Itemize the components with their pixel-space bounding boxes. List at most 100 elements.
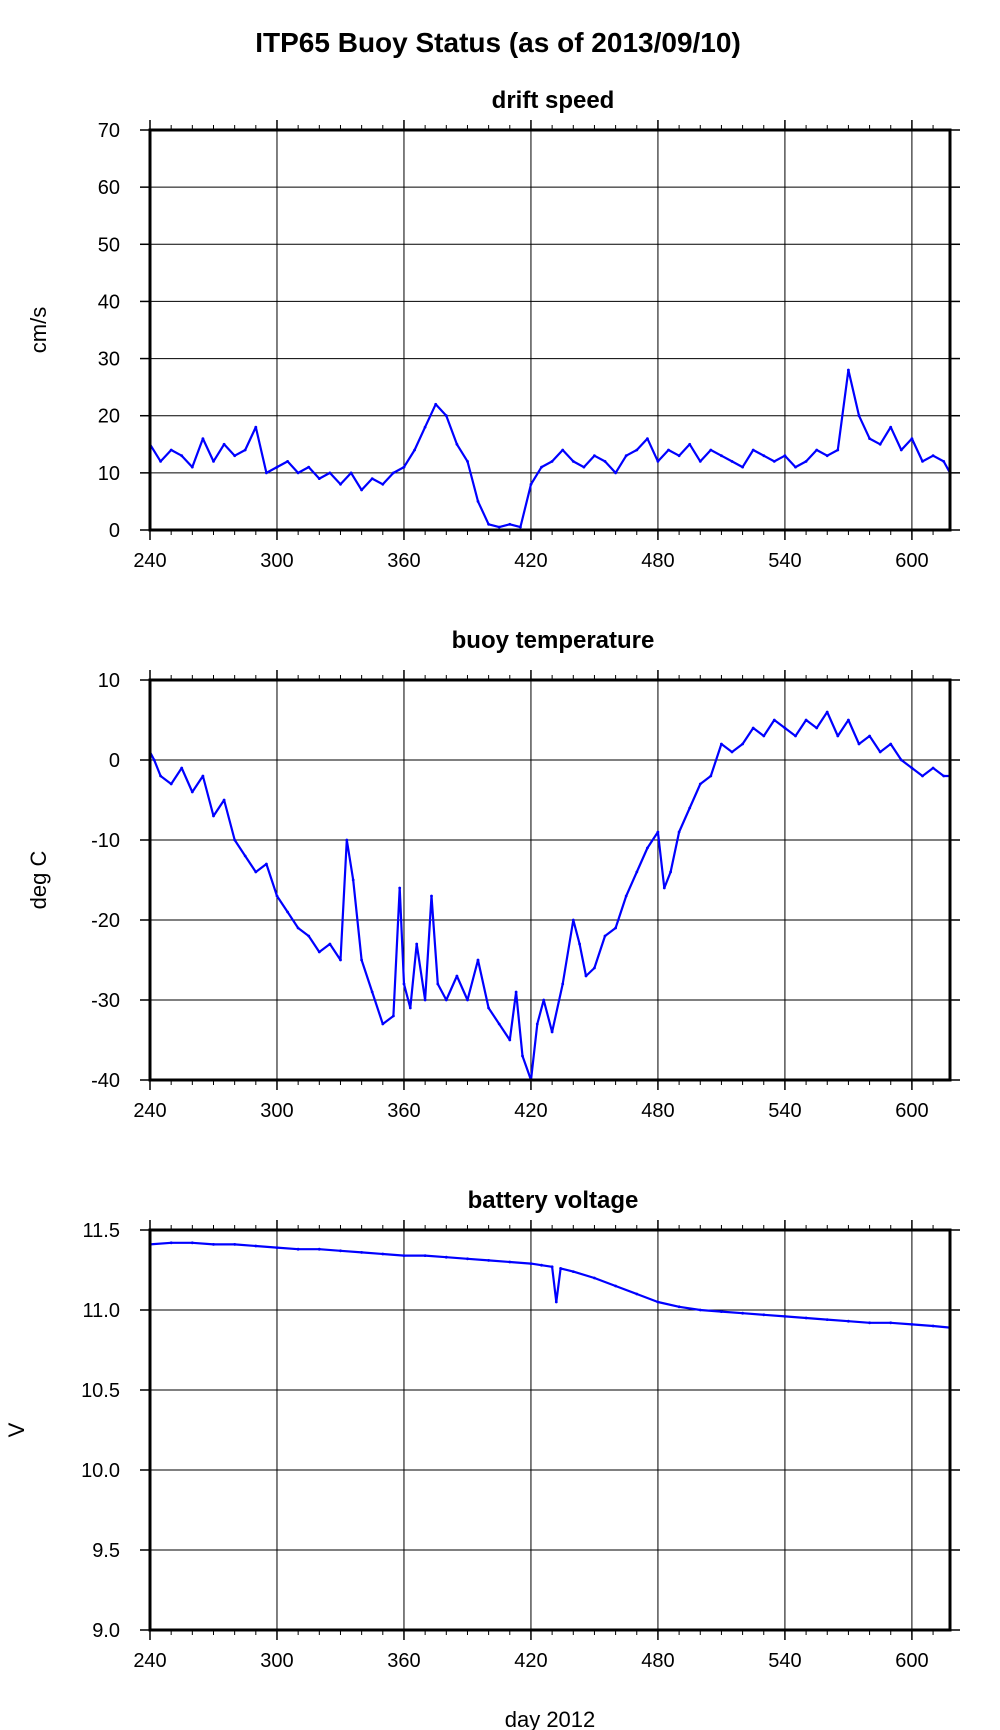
y-tick-label: 9.5	[92, 1540, 120, 1562]
x-tick-label: 360	[387, 1650, 420, 1672]
x-tick-label: 240	[133, 1650, 166, 1672]
data-point	[762, 734, 766, 738]
data-point	[360, 1251, 363, 1254]
data-point	[698, 1308, 702, 1312]
data-point	[825, 1318, 829, 1321]
plot-frame	[148, 128, 952, 532]
data-point	[349, 471, 353, 475]
data-point	[741, 742, 744, 746]
data-point	[540, 1263, 543, 1267]
y-axis-label: deg C	[26, 851, 51, 910]
data-point	[381, 1252, 385, 1256]
data-point	[899, 448, 903, 452]
data-point	[317, 477, 321, 480]
data-point	[868, 1321, 871, 1325]
data-point	[212, 1243, 215, 1246]
x-tick-label: 600	[895, 1650, 928, 1672]
y-tick-label: 50	[98, 234, 120, 256]
data-point	[243, 854, 247, 858]
data-point	[296, 1247, 300, 1251]
data-point	[815, 726, 819, 730]
plot-frame	[148, 1228, 952, 1632]
data-point	[519, 525, 522, 529]
y-tick-label: -40	[91, 1070, 120, 1092]
data-point	[741, 1311, 744, 1315]
data-point	[688, 442, 692, 446]
data-point	[392, 471, 395, 475]
data-point	[212, 460, 215, 463]
data-point	[265, 862, 268, 866]
data-point	[836, 448, 840, 452]
data-point	[624, 454, 628, 458]
data-point	[762, 454, 766, 458]
plot-frame	[148, 678, 952, 1082]
y-tick-label: 10.0	[81, 1460, 120, 1482]
data-point	[836, 734, 840, 738]
x-tick-label: 480	[641, 1100, 674, 1122]
data-point	[889, 742, 893, 746]
data-point	[381, 482, 385, 486]
data-point	[868, 437, 871, 440]
x-tick-label: 420	[514, 550, 547, 572]
x-tick-label: 540	[768, 550, 801, 572]
y-tick-label: -30	[91, 990, 120, 1012]
data-point	[275, 1246, 279, 1249]
data-point	[466, 998, 469, 1002]
data-point	[201, 437, 205, 440]
data-point	[825, 454, 829, 458]
data-point	[669, 870, 672, 874]
data-point	[762, 1313, 766, 1317]
data-point	[159, 774, 163, 778]
data-point	[720, 1310, 723, 1313]
data-point	[392, 1014, 395, 1018]
data-point	[603, 460, 607, 463]
data-point	[190, 1241, 194, 1245]
data-point	[804, 1316, 808, 1320]
data-point	[514, 990, 518, 994]
data-point	[423, 998, 427, 1002]
data-point	[444, 1255, 448, 1259]
x-tick-label: 240	[133, 550, 166, 572]
data-point	[345, 838, 349, 842]
data-point	[593, 454, 596, 458]
data-point	[772, 718, 776, 722]
y-tick-label: 0	[109, 750, 120, 772]
data-point	[265, 471, 268, 475]
data-point	[275, 894, 279, 898]
data-point	[317, 950, 321, 954]
data-point	[878, 750, 882, 754]
data-point	[328, 942, 332, 946]
data-point	[677, 830, 681, 834]
x-tick-label: 240	[133, 1100, 166, 1122]
data-point	[889, 425, 893, 429]
x-tick-label: 300	[260, 1650, 293, 1672]
data-point	[169, 1241, 173, 1245]
battery-voltage-panel: 240 300 360 420 480 540 600 9.0 9.5 10.0 10.5 11.0 1…	[4, 1187, 960, 1672]
data-point	[339, 482, 342, 486]
data-point	[430, 894, 433, 898]
data-point	[286, 460, 289, 463]
data-point	[578, 942, 581, 946]
y-tick-label: 10	[98, 670, 120, 692]
data-point	[931, 1324, 935, 1328]
data-point	[931, 766, 935, 770]
data-point	[540, 465, 543, 469]
data-point	[398, 886, 402, 890]
data-point	[152, 758, 156, 762]
data-point	[254, 1244, 258, 1248]
x-tick-label: 540	[768, 1650, 801, 1672]
data-point	[497, 525, 501, 529]
data-point	[584, 974, 588, 978]
y-tick-label: 11.5	[83, 1220, 120, 1242]
data-point	[603, 934, 607, 938]
panel-title: drift speed	[492, 87, 615, 114]
data-point	[942, 774, 946, 778]
x-tick-label: 300	[260, 550, 293, 572]
data-point	[614, 926, 617, 930]
x-tick-label: 420	[514, 1100, 547, 1122]
data-point	[614, 471, 617, 475]
data-point	[554, 1300, 558, 1304]
data-point	[910, 1323, 914, 1326]
data-point	[487, 1259, 490, 1262]
